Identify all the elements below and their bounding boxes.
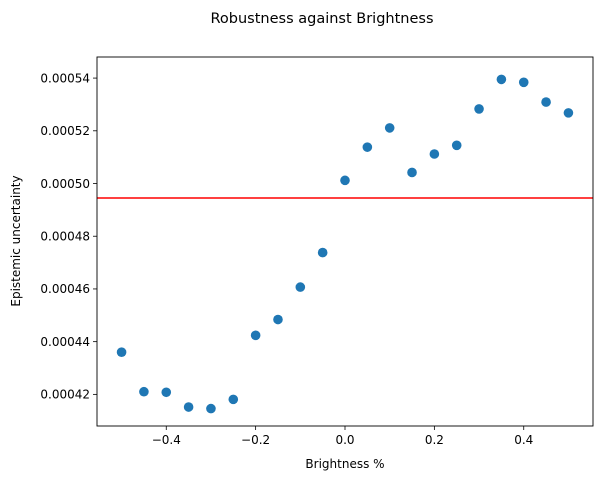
x-axis-label: Brightness % (305, 457, 384, 471)
x-tick-label: 0.4 (514, 433, 533, 447)
data-point (384, 123, 395, 133)
data-point (518, 77, 529, 88)
data-point (295, 282, 306, 292)
data-point (362, 142, 373, 152)
data-point (273, 314, 283, 325)
data-point (429, 149, 440, 159)
data-point (563, 108, 574, 118)
y-tick-label: 0.00046 (40, 282, 90, 296)
data-point (340, 175, 350, 186)
data-point (228, 394, 239, 405)
chart-title: Robustness against Brightness (210, 11, 433, 27)
x-tick-label: 0.2 (425, 433, 444, 447)
y-tick-label: 0.00050 (40, 177, 90, 191)
data-point (250, 330, 261, 341)
data-point (161, 387, 172, 398)
data-point (206, 403, 216, 414)
y-tick-label: 0.00042 (40, 388, 90, 402)
y-tick-label: 0.00044 (40, 335, 90, 349)
x-tick-label: −0.4 (152, 433, 181, 447)
y-tick-label: 0.00052 (40, 124, 90, 138)
y-axis-label: Epistemic uncertainty (9, 175, 23, 306)
data-point (451, 140, 462, 151)
plot-area-frame (96, 56, 594, 427)
data-point (139, 386, 149, 397)
data-point (317, 247, 328, 258)
x-tick-label: −0.2 (241, 433, 270, 447)
data-point (183, 402, 194, 412)
data-point (541, 97, 551, 107)
data-point (496, 74, 507, 85)
x-tick-label: 0.0 (335, 433, 354, 447)
y-tick-label: 0.00048 (40, 230, 90, 244)
data-point (474, 104, 484, 114)
data-point (116, 347, 127, 358)
y-tick-label: 0.00054 (40, 71, 90, 85)
data-point (407, 167, 417, 178)
